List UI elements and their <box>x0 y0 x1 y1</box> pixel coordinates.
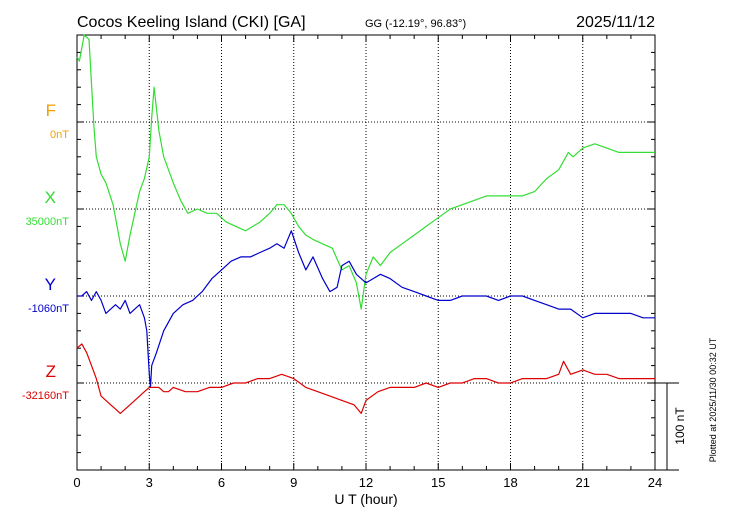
series-line-x <box>76 34 655 310</box>
x-tick-label: 15 <box>431 475 445 490</box>
x-tick-labels: 0 3 6 9 12 15 18 21 24 <box>73 475 662 490</box>
scale-bar: 100 nT <box>655 382 687 471</box>
x-tick-label: 6 <box>218 475 225 490</box>
x-tick-label: 12 <box>359 475 373 490</box>
series-name-y: Y <box>45 275 56 294</box>
series-line-y <box>77 230 655 388</box>
x-tick-label: 3 <box>146 475 153 490</box>
series-name-z: Z <box>46 362 56 381</box>
series-name-f: F <box>46 101 56 120</box>
x-tick-label: 9 <box>290 475 297 490</box>
chart-date: 2025/11/12 <box>576 14 655 31</box>
series-labels: F 0nT X 35000nT Y -1060nT Z -32160nT <box>22 101 69 402</box>
x-tick-label: 21 <box>576 475 590 490</box>
scale-bar-label: 100 nT <box>673 407 687 445</box>
x-tick-label: 0 <box>73 475 80 490</box>
series-baseline-f: 0nT <box>50 129 69 141</box>
station-coordinates: GG (-12.19°, 96.83°) <box>365 18 466 30</box>
x-tick-label: 24 <box>648 475 662 490</box>
series-line-z <box>76 343 655 414</box>
series-baseline-x: 35000nT <box>26 216 70 228</box>
x-tick-label: 18 <box>503 475 517 490</box>
axis-ticks <box>76 34 656 471</box>
series-baseline-z: -32160nT <box>22 390 69 402</box>
x-axis-label: U T (hour) <box>334 491 397 507</box>
series-lines <box>76 34 655 414</box>
plotted-timestamp: Plotted at 2025/11/30 00:32 UT <box>708 337 718 462</box>
series-name-x: X <box>45 188 56 207</box>
grid <box>77 35 655 470</box>
chart-title: Cocos Keeling Island (CKI) [GA] <box>77 14 306 31</box>
series-baseline-y: -1060nT <box>28 303 69 315</box>
